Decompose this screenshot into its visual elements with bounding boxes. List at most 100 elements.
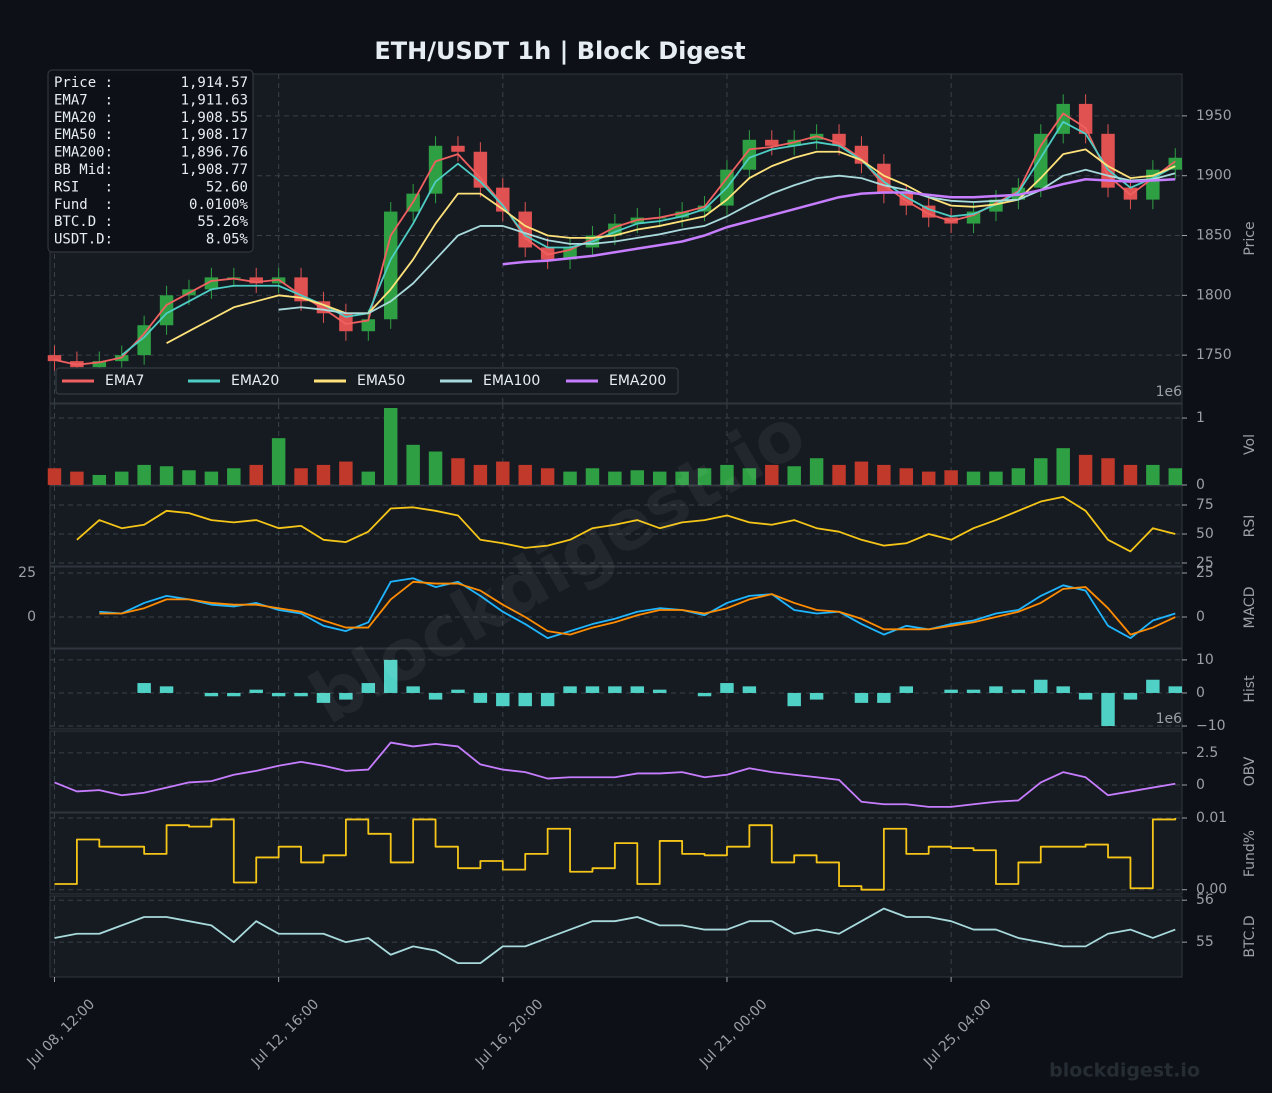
volume-bar [473, 464, 488, 485]
series-line [502, 178, 1176, 266]
candle-body [316, 301, 331, 314]
y-tick-label: 10 [1196, 652, 1214, 668]
hist-bar [877, 692, 891, 703]
series-line [54, 741, 1176, 808]
info-label: EMA50 : [54, 127, 113, 143]
legend-label: EMA100 [483, 373, 540, 389]
volume-bar [204, 471, 219, 485]
hist-bar [720, 683, 734, 693]
y-tick-label: 55 [1196, 934, 1214, 950]
info-value: 55.26% [197, 214, 248, 230]
info-label: Price : [54, 75, 113, 91]
legend-label: EMA20 [231, 373, 279, 389]
volume-bar [1168, 468, 1182, 485]
volume-bar [608, 471, 622, 485]
y-tick-label: 0 [1196, 609, 1205, 625]
info-label: EMA200: [54, 145, 113, 161]
hist-bar [1011, 689, 1026, 693]
volume-bar [1146, 464, 1160, 485]
volume-bar [675, 471, 689, 485]
candle-body [47, 355, 62, 362]
volume-bar [227, 468, 241, 485]
hist-bar [451, 689, 465, 693]
y-axis-label: Hist [1242, 675, 1258, 703]
hist-bar [1034, 679, 1048, 693]
chart-title: ETH/USDT 1h | Block Digest [374, 37, 745, 65]
candle-body [518, 211, 532, 248]
info-label: EMA7 : [54, 92, 113, 108]
series-line [278, 168, 1176, 315]
volume-bar [361, 471, 376, 485]
hist-bar [540, 692, 555, 707]
y-tick-label-left: 0 [27, 609, 36, 625]
hist-bar [428, 692, 443, 700]
info-label: BTC.D : [54, 214, 113, 230]
volume-bar [1011, 468, 1026, 485]
volume-bar [652, 471, 667, 485]
volume-bar [316, 464, 331, 485]
info-value: 52.60 [206, 179, 248, 195]
volume-bar [765, 464, 779, 485]
volume-bar [787, 466, 801, 485]
candle-body [92, 361, 107, 368]
volume-bar [451, 458, 465, 485]
volume-bar [966, 471, 981, 485]
volume-bar [406, 444, 420, 485]
candle-body [540, 247, 555, 260]
hist-bar [473, 692, 488, 703]
info-label: RSI : [54, 179, 113, 195]
hist-bar [1123, 692, 1138, 700]
volume-bar [1101, 458, 1115, 485]
candle-body [361, 319, 376, 332]
volume-bar [742, 468, 757, 485]
candle-body [204, 277, 219, 290]
candle-body [989, 199, 1003, 212]
legend-label: EMA50 [357, 373, 405, 389]
candle-body [765, 139, 779, 146]
hist-bar [742, 686, 757, 693]
volume-bar [540, 468, 555, 485]
volume-bar [159, 466, 174, 485]
hist-bar [989, 686, 1003, 693]
hist-bar [899, 686, 914, 693]
volume-bar [70, 471, 84, 485]
volume-bar [518, 464, 532, 485]
series-line [99, 577, 1176, 640]
hist-bar [227, 692, 241, 697]
candle-body [1168, 157, 1182, 170]
hist-bar [339, 692, 353, 700]
hist-bar [159, 686, 174, 693]
candle-body [563, 247, 577, 260]
y-tick-label: 1750 [1196, 347, 1232, 363]
info-value: 1,911.63 [181, 92, 248, 108]
y-tick-label: 1900 [1196, 168, 1232, 184]
volume-bar [249, 464, 263, 485]
hist-bar [585, 686, 600, 693]
candle-body [451, 145, 465, 152]
candle-body [608, 223, 622, 236]
series-line [166, 148, 1176, 344]
hist-bar [966, 689, 981, 693]
volume-bar [294, 468, 308, 485]
hist-bar [137, 683, 151, 693]
y-axis-label: Vol [1242, 434, 1258, 455]
volume-bar [1123, 464, 1138, 485]
volume-bar [1034, 458, 1048, 485]
info-value: 1,914.57 [181, 75, 248, 91]
hist-bar [787, 692, 801, 707]
y-axis-label: MACD [1242, 587, 1258, 629]
y-tick-label: 1850 [1196, 228, 1232, 244]
candle-body [496, 187, 510, 212]
hist-bar [1056, 686, 1070, 693]
hist-bar [249, 689, 263, 693]
hist-bar [383, 659, 398, 693]
y-tick-label: 0.01 [1196, 810, 1227, 826]
y-axis-label: BTC.D [1242, 915, 1258, 957]
candle-body [339, 313, 353, 332]
y-axis-label: Fund% [1242, 830, 1258, 877]
volume-bar [854, 461, 869, 485]
legend-box [55, 367, 679, 395]
volume-bar [1078, 454, 1093, 485]
y-tick-label: 56 [1196, 892, 1214, 908]
